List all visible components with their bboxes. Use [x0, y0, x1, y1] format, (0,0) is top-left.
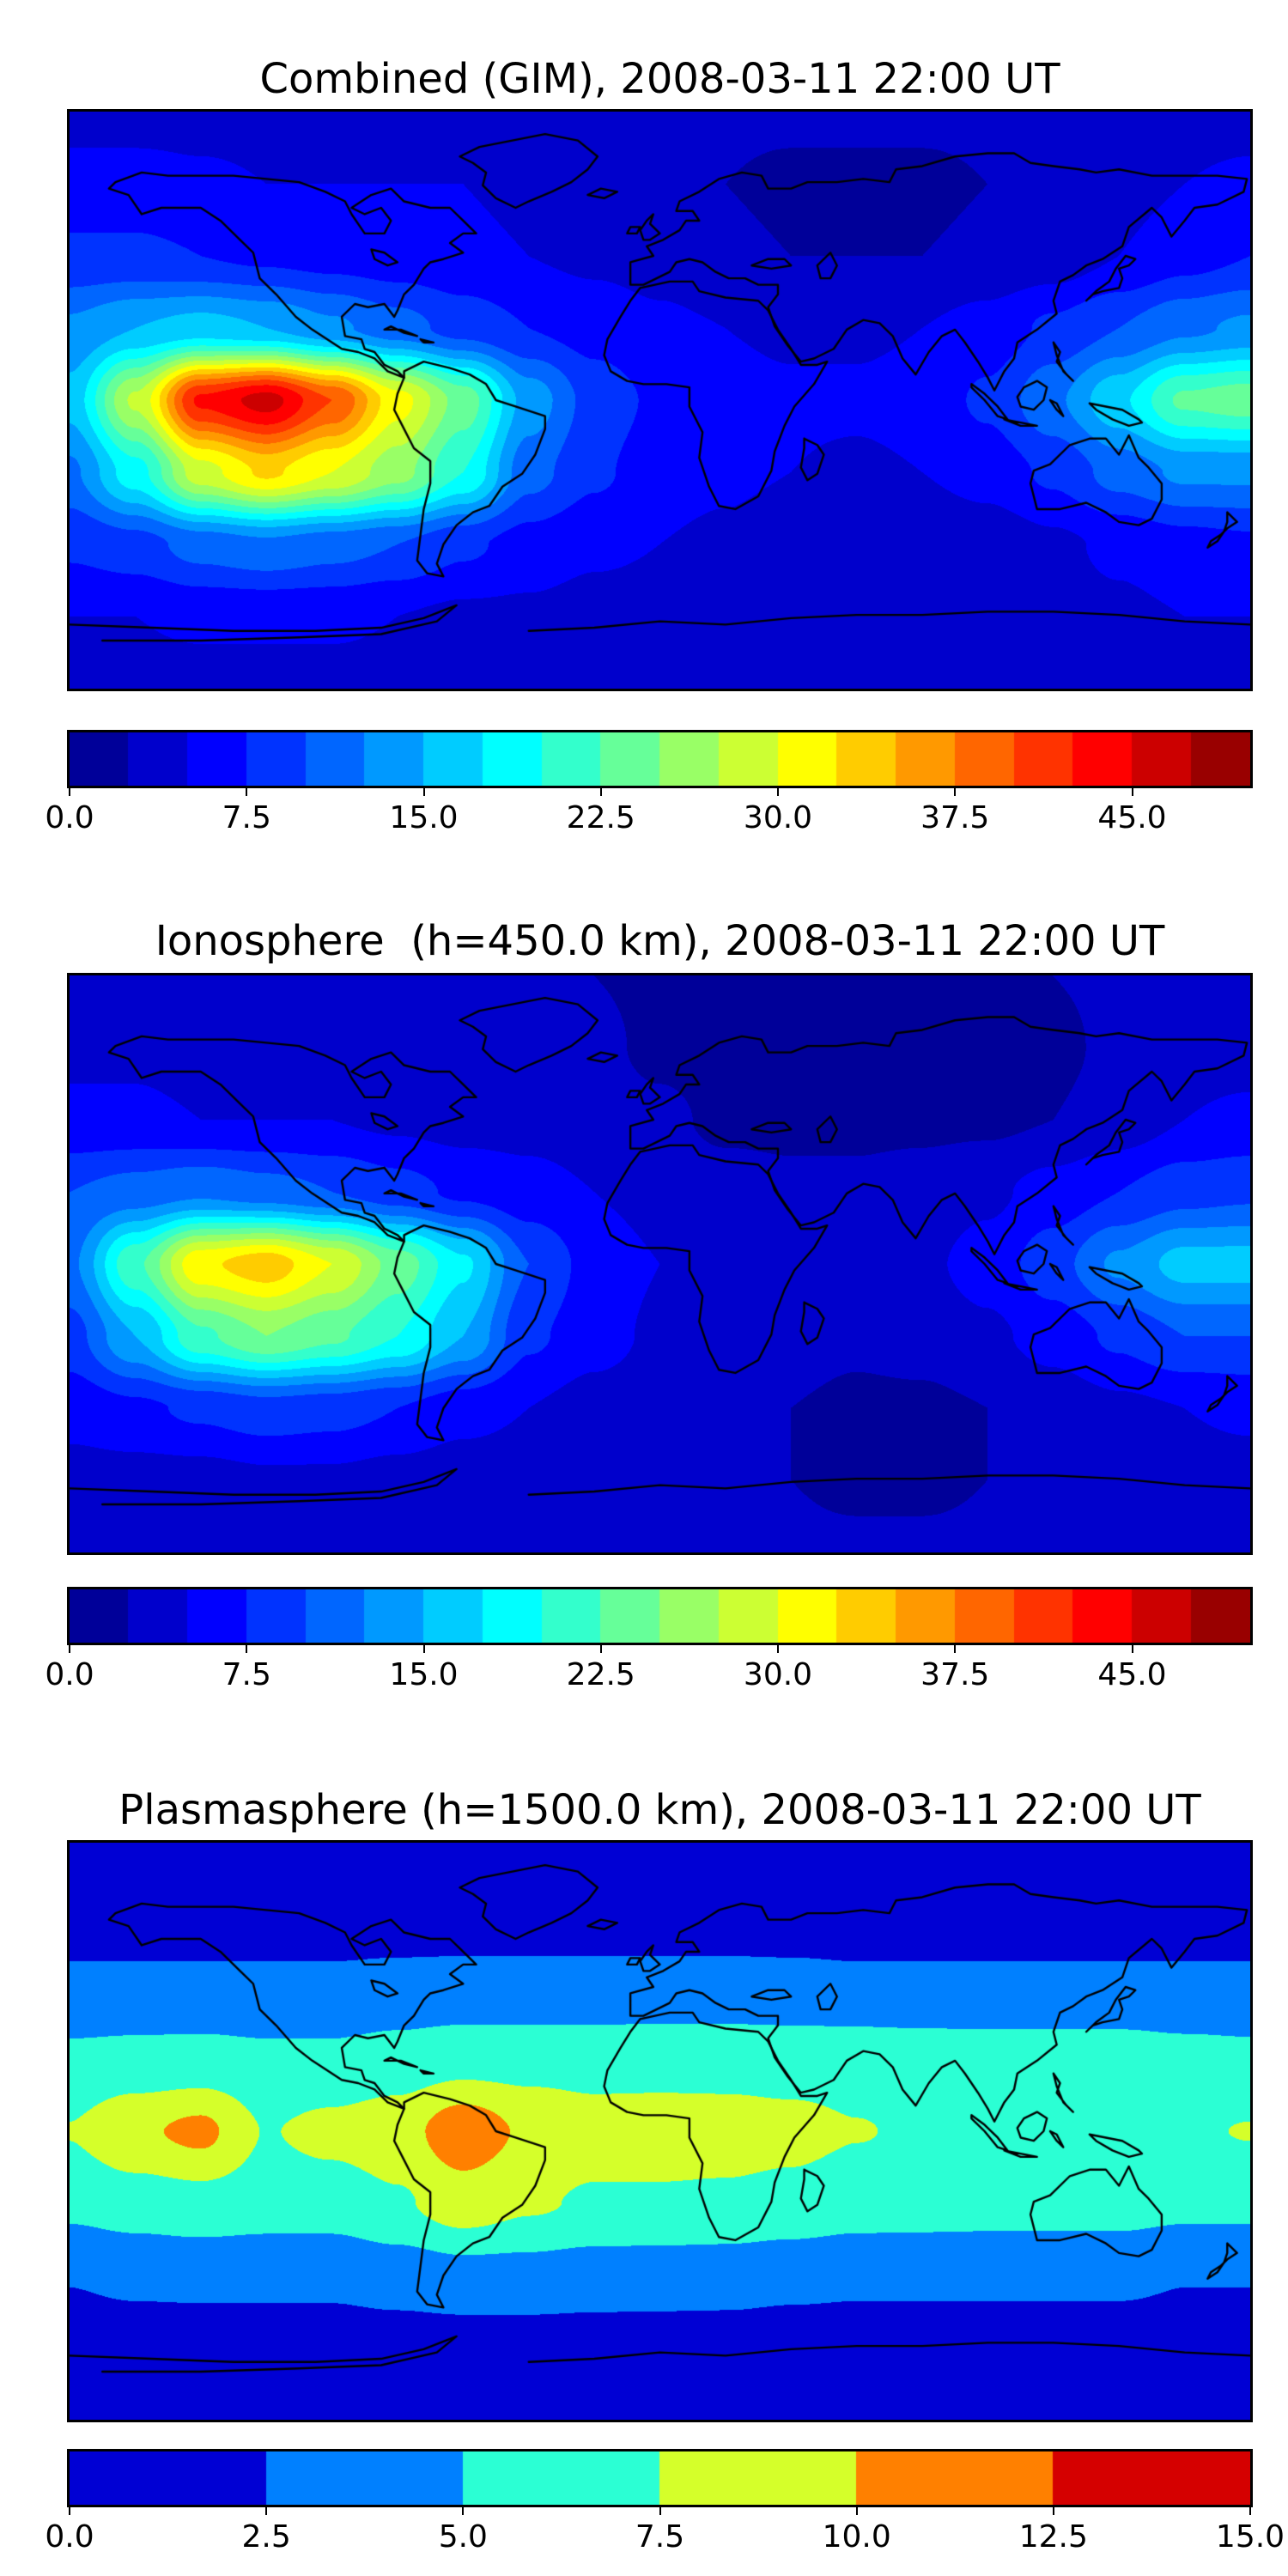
panel-title-combined: Combined (GIM), 2008-03-11 22:00 UT [259, 55, 1060, 103]
colorbar-tick [777, 788, 779, 796]
world-map-combined [67, 109, 1253, 691]
colorbar-tick-label: 7.5 [635, 2519, 685, 2555]
colorbar-canvas-ionosphere [70, 1589, 1250, 1643]
colorbar-tick [954, 1645, 957, 1653]
map-canvas-ionosphere [70, 975, 1250, 1552]
colorbar-tick-label: 5.0 [438, 2519, 488, 2555]
colorbar-tick [246, 788, 248, 796]
colorbar-tick-label: 37.5 [920, 800, 990, 835]
colorbar-tick [855, 2507, 858, 2515]
colorbar-canvas-combined [70, 732, 1250, 786]
colorbar-tick [69, 2507, 70, 2515]
world-map-plasmasphere [67, 1840, 1253, 2422]
colorbar-tick [69, 788, 70, 796]
colorbar-tick [69, 1645, 70, 1653]
colorbar-tick [422, 1645, 425, 1653]
colorbar-tick [246, 1645, 248, 1653]
colorbar-tick-label: 0.0 [45, 800, 94, 835]
colorbar-tick [1052, 2507, 1054, 2515]
colorbar-tick [599, 788, 602, 796]
colorbar-tick-label: 22.5 [566, 800, 635, 835]
colorbar-tick-label: 45.0 [1097, 800, 1167, 835]
colorbar-ionosphere [67, 1587, 1253, 1645]
colorbar-tick [659, 2507, 661, 2515]
colorbar-tick-label: 30.0 [743, 800, 813, 835]
colorbar-tick [1131, 1645, 1133, 1653]
colorbar-plasmasphere [67, 2449, 1253, 2507]
colorbar-tick-label: 7.5 [222, 800, 271, 835]
colorbar-tick-label: 2.5 [241, 2519, 291, 2555]
colorbar-tick [599, 1645, 602, 1653]
colorbar-tick-label: 10.0 [822, 2519, 891, 2555]
colorbar-tick-label: 15.0 [389, 800, 459, 835]
colorbar-tick-label: 0.0 [45, 1657, 94, 1692]
panel-title-plasmasphere: Plasmasphere (h=1500.0 km), 2008-03-11 2… [118, 1786, 1201, 1834]
colorbar-ticks-ionosphere: 0.0 7.5 15.0 22.5 30.0 37.5 45.0 [45, 1645, 1250, 1707]
panel-title-ionosphere: Ionosphere (h=450.0 km), 2008-03-11 22:0… [155, 917, 1165, 965]
colorbar-canvas-plasmasphere [70, 2451, 1250, 2505]
colorbar-tick-label: 45.0 [1097, 1657, 1167, 1692]
colorbar-tick-label: 30.0 [743, 1657, 813, 1692]
colorbar-tick [422, 788, 425, 796]
colorbar-tick [777, 1645, 779, 1653]
colorbar-tick-label: 15.0 [1215, 2519, 1285, 2555]
colorbar-tick-label: 12.5 [1018, 2519, 1088, 2555]
colorbar-tick [954, 788, 957, 796]
map-canvas-plasmasphere [70, 1843, 1250, 2420]
colorbar-tick [265, 2507, 268, 2515]
world-map-ionosphere [67, 973, 1253, 1555]
colorbar-tick-label: 22.5 [566, 1657, 635, 1692]
colorbar-ticks-combined: 0.0 7.5 15.0 22.5 30.0 37.5 45.0 [45, 788, 1250, 850]
colorbar-combined [67, 730, 1253, 788]
colorbar-tick-label: 7.5 [222, 1657, 271, 1692]
map-canvas-combined [70, 112, 1250, 689]
colorbar-ticks-plasmasphere: 0.0 2.5 5.0 7.5 10.0 12.5 15.0 [45, 2507, 1285, 2569]
colorbar-tick [462, 2507, 465, 2515]
colorbar-tick [1131, 788, 1133, 796]
colorbar-tick [1249, 2507, 1251, 2515]
colorbar-tick-label: 37.5 [920, 1657, 990, 1692]
colorbar-tick-label: 0.0 [45, 2519, 94, 2555]
colorbar-tick-label: 15.0 [389, 1657, 459, 1692]
